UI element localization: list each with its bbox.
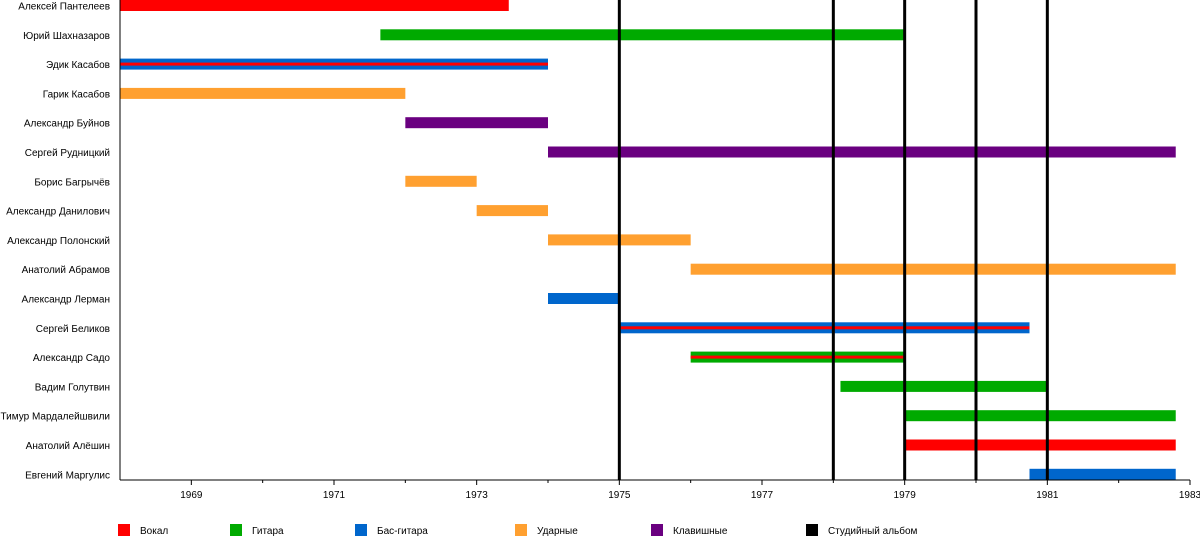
member-tenure-bar — [380, 29, 905, 41]
member-tenure-bar — [120, 87, 406, 99]
member-name-label: Александр Полонский — [7, 236, 110, 247]
member-name-label: Евгений Маргулис — [25, 470, 110, 481]
legend-label-drums: Ударные — [537, 526, 578, 537]
member-tenure-bar — [690, 263, 1176, 275]
legend-swatch-drums — [515, 524, 527, 536]
member-tenure-bar — [904, 439, 1176, 451]
member-name-label: Александр Буйнов — [24, 119, 110, 130]
member-name-label: Александр Садо — [33, 353, 111, 364]
member-name-label: Юрий Шахназаров — [23, 31, 110, 42]
legend-label-bass: Бас-гитара — [377, 526, 428, 537]
member-name-label: Сергей Беликов — [36, 324, 110, 335]
member-tenure-bar — [476, 205, 548, 217]
x-axis-tick-label: 1983 — [1179, 490, 1200, 501]
member-name-label: Эдик Касабов — [46, 59, 110, 71]
member-name-label: Александр Лерман — [22, 295, 110, 306]
x-axis-tick-label: 1973 — [466, 490, 489, 501]
x-axis-tick-label: 1969 — [180, 490, 203, 501]
member-tenure-bar — [548, 293, 620, 304]
x-axis-tick-label: 1975 — [608, 490, 631, 501]
member-secondary-role-stripe — [690, 355, 905, 359]
legend-swatch-bass — [355, 524, 367, 536]
legend-swatch-vocals — [118, 524, 130, 536]
member-name-label: Александр Данилович — [6, 207, 110, 218]
x-axis-tick-label: 1977 — [751, 490, 774, 501]
member-tenure-bar — [840, 380, 1048, 392]
member-name-label: Алексей Пантелеев — [18, 2, 110, 13]
member-tenure-bar — [405, 175, 477, 187]
x-axis-tick-label: 1971 — [323, 490, 346, 501]
legend-label-guitar: Гитара — [252, 526, 284, 537]
member-name-label: Вадим Голутвин — [35, 382, 110, 393]
legend-label-vocals: Вокал — [140, 526, 168, 537]
member-secondary-role-stripe — [619, 326, 1030, 330]
legend-label-album: Студийный альбом — [828, 525, 918, 537]
x-axis-tick-label: 1981 — [1036, 490, 1059, 501]
legend-label-keys: Клавишные — [673, 526, 728, 537]
member-tenure-bar — [904, 410, 1176, 422]
member-tenure-bar — [1029, 468, 1176, 480]
legend-swatch-album — [806, 524, 818, 536]
member-name-label: Анатолий Алёшин — [26, 441, 110, 452]
member-name-label: Тимур Мардалейшвили — [0, 412, 110, 423]
legend-swatch-keys — [651, 524, 663, 536]
member-tenure-bar — [548, 146, 1176, 158]
x-axis-tick-label: 1979 — [894, 490, 917, 501]
member-tenure-bar — [405, 117, 548, 129]
member-secondary-role-stripe — [120, 62, 548, 66]
member-name-label: Гарик Касабов — [43, 88, 110, 100]
member-name-label: Сергей Рудницкий — [25, 148, 110, 159]
member-tenure-bar — [120, 0, 509, 11]
member-name-label: Анатолий Абрамов — [22, 264, 110, 276]
member-name-label: Борис Багрычёв — [34, 177, 110, 188]
legend-swatch-guitar — [230, 524, 242, 536]
